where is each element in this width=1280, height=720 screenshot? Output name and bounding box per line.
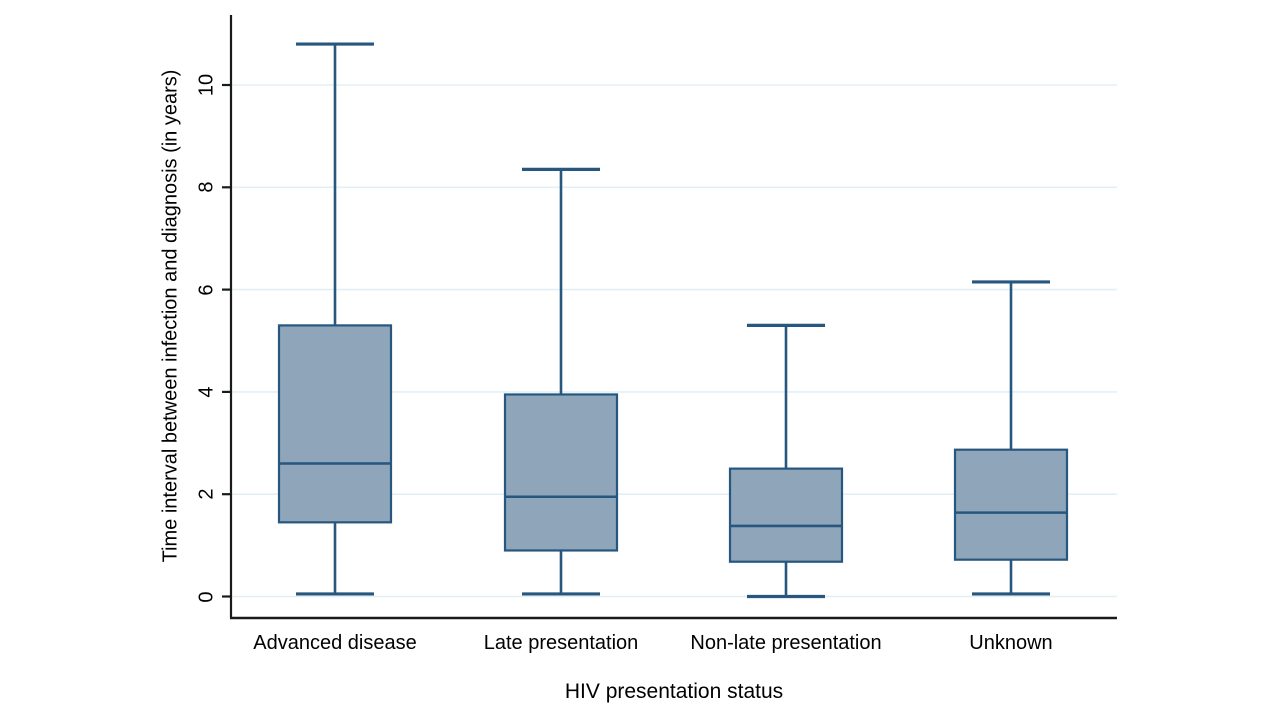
y-tick-label-6: 6	[195, 284, 218, 296]
iqr-box	[728, 467, 844, 563]
y-tick-label-0: 0	[195, 590, 218, 603]
y-tick-label-8: 8	[195, 181, 218, 193]
box-advanced-disease	[277, 42, 393, 596]
iqr-box	[277, 324, 393, 524]
x-category-label-late-presentation: Late presentation	[483, 632, 639, 654]
box-late-presentation	[503, 167, 619, 596]
x-category-label-non-late-presentation: Non-late presentation	[690, 632, 882, 654]
box-unknown	[953, 280, 1069, 596]
x-category-label-advanced-disease: Advanced disease	[253, 632, 417, 654]
x-category-label-unknown: Unknown	[969, 632, 1053, 654]
y-axis-title: Time interval between infection and diag…	[159, 69, 182, 563]
iqr-box	[503, 393, 619, 552]
y-tick-label-2: 2	[195, 488, 218, 500]
box-non-late-presentation	[728, 323, 844, 599]
y-tick-label-4: 4	[195, 386, 218, 398]
x-axis-title: HIV presentation status	[564, 680, 784, 703]
y-tick-label-10: 10	[195, 73, 218, 97]
iqr-box	[953, 448, 1069, 561]
